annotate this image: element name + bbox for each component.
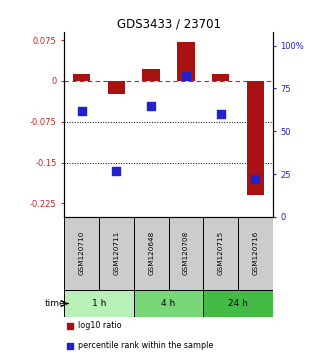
Text: GSM120711: GSM120711 [113,231,119,275]
Bar [99,217,134,290]
Bar [169,217,203,290]
Bar [203,290,273,318]
Text: log10 ratio: log10 ratio [78,321,121,330]
Bar [247,81,264,195]
Title: GDS3433 / 23701: GDS3433 / 23701 [117,18,221,31]
Bar [108,81,125,95]
Text: GSM120716: GSM120716 [252,231,258,275]
Text: 1 h: 1 h [92,299,106,308]
Point [253,176,258,182]
Point [68,323,73,329]
Point [218,111,223,117]
Point [114,168,119,173]
Text: percentile rank within the sample: percentile rank within the sample [78,341,213,350]
Bar [73,74,90,81]
Text: 24 h: 24 h [228,299,248,308]
Bar [203,217,238,290]
Text: time: time [44,299,65,308]
Bar [134,217,169,290]
Bar [212,74,230,81]
Bar [177,42,195,81]
Point [183,74,188,79]
Point [149,103,154,108]
Text: GSM120710: GSM120710 [79,231,85,275]
Text: GSM120715: GSM120715 [218,231,224,275]
Bar [134,290,203,318]
Point [68,343,73,348]
Bar [238,217,273,290]
Text: 4 h: 4 h [161,299,176,308]
Text: GSM120708: GSM120708 [183,231,189,275]
Point [79,108,84,114]
Bar [143,69,160,81]
Bar [64,290,134,318]
Text: GSM120648: GSM120648 [148,231,154,275]
Bar [64,217,99,290]
